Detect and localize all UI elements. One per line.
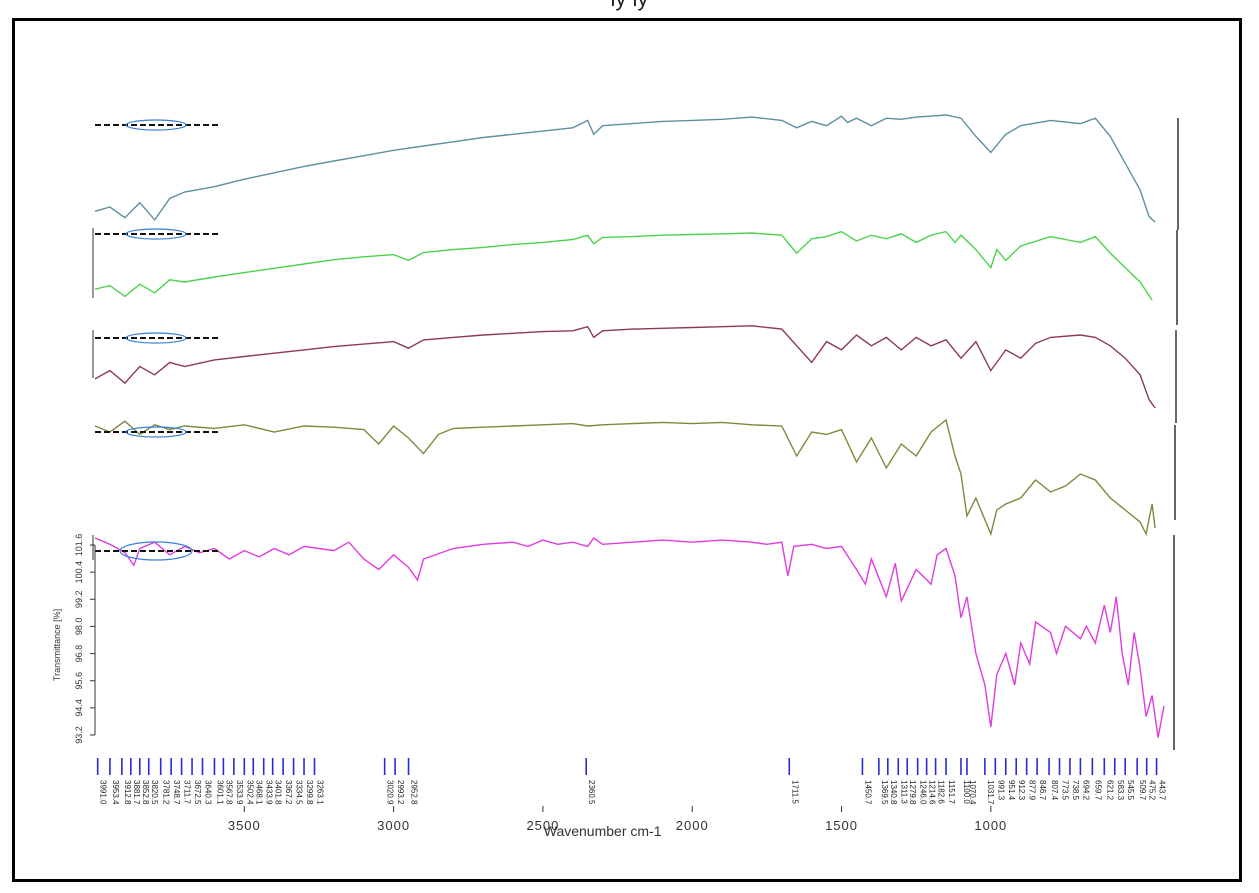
peak-label: 621.2 xyxy=(1105,780,1114,801)
x-tick-label: 1500 xyxy=(825,818,858,833)
x-axis-title: Wavenumber cm-1 xyxy=(544,823,662,839)
legend-marker xyxy=(125,228,187,240)
peak-label: 3912.8 xyxy=(123,780,132,805)
legend-marker xyxy=(119,541,193,561)
peak-label: 807.4 xyxy=(1050,780,1059,801)
peak-label: 1182.6 xyxy=(937,780,946,804)
y-tick-label: 100.4 xyxy=(74,561,84,584)
peak-label: 3672.5 xyxy=(193,780,202,805)
peak-label: 1214.6 xyxy=(928,780,937,805)
peak-label: 951.4 xyxy=(1007,780,1016,801)
peak-label: 1246.0 xyxy=(919,780,928,805)
peak-label: 991.3 xyxy=(996,780,1005,801)
legend-marker xyxy=(125,332,187,344)
legend-marker xyxy=(125,426,187,438)
y-tick-label: 94.4 xyxy=(74,699,84,717)
peak-label: 877.9 xyxy=(1028,780,1037,801)
x-tick-label: 2000 xyxy=(676,818,709,833)
peak-label: 773.5 xyxy=(1061,780,1070,801)
spectrum-trace xyxy=(94,537,1165,738)
spectrum-trace xyxy=(94,418,1156,537)
peak-label: 443.7 xyxy=(1158,780,1167,801)
peak-label: 2993.2 xyxy=(396,780,405,805)
peak-label: 3881.7 xyxy=(132,780,141,805)
peak-label: 3991.0 xyxy=(99,780,108,805)
peak-label: 545.5 xyxy=(1126,780,1135,801)
peak-label: 583.3 xyxy=(1116,780,1125,801)
peak-label: 1369.5 xyxy=(880,780,889,805)
peak-label: 1070.4 xyxy=(968,780,977,805)
peak-label: 3567.8 xyxy=(224,780,233,805)
x-tick-label: 1000 xyxy=(974,818,1007,833)
peak-label: 3468.1 xyxy=(254,780,263,805)
peak-label: 912.3 xyxy=(1017,780,1026,801)
peak-label: 1151.7 xyxy=(947,780,956,804)
y-tick-label: 101.6 xyxy=(74,534,84,557)
peak-label: 3748.7 xyxy=(172,780,181,805)
peak-label: 3334.5 xyxy=(295,780,304,805)
peak-label: 3711.7 xyxy=(183,780,192,804)
spectrum-trace xyxy=(94,114,1156,223)
peak-label: 846.7 xyxy=(1038,780,1047,801)
cropped-title: ly ly xyxy=(0,0,1259,12)
peak-label: 1031.7 xyxy=(986,780,995,805)
y-tick-label: 95.6 xyxy=(74,672,84,690)
peak-label: 3640.3 xyxy=(204,780,213,805)
peak-label: 3433.9 xyxy=(265,780,274,805)
peak-label: 3263.1 xyxy=(316,780,325,805)
peak-label: 3367.2 xyxy=(284,780,293,805)
peak-label: 1340.8 xyxy=(889,780,898,805)
x-tick-label: 3000 xyxy=(377,818,410,833)
peak-label: 659.7 xyxy=(1093,780,1102,801)
legend-marker xyxy=(125,119,187,131)
peak-label: 3502.4 xyxy=(245,780,254,805)
peak-label: 2952.8 xyxy=(410,780,419,805)
peak-label: 1279.8 xyxy=(908,780,917,805)
peak-label: 3020.9 xyxy=(386,780,395,805)
y-tick-label: 96.8 xyxy=(74,645,84,663)
peak-label: 1311.3 xyxy=(899,780,908,804)
peak-label: 694.2 xyxy=(1081,780,1090,801)
peak-label: 3781.2 xyxy=(162,780,171,805)
peak-label: 3852.8 xyxy=(141,780,150,805)
peak-label: 1100.0 xyxy=(962,780,971,804)
spectrum-trace xyxy=(94,230,1153,301)
y-tick-label: 93.2 xyxy=(74,726,84,744)
peak-label: 3533.9 xyxy=(235,780,244,805)
peak-label: 475.2 xyxy=(1148,780,1157,801)
peak-label: 3601.1 xyxy=(215,780,224,805)
x-tick-label: 3500 xyxy=(228,818,261,833)
y-tick-label: 99.2 xyxy=(74,591,84,609)
figure-frame xyxy=(12,18,1242,882)
peak-label: 3820.5 xyxy=(150,780,159,805)
peak-label: 509.7 xyxy=(1138,780,1147,801)
peak-label: 3299.8 xyxy=(305,780,314,805)
peak-label: 3401.8 xyxy=(274,780,283,805)
y-tick-label: 98.0 xyxy=(74,618,84,636)
peak-label: 1711.5 xyxy=(790,780,799,804)
peak-label: 3953.4 xyxy=(111,780,120,805)
spectrum-trace xyxy=(94,325,1156,409)
peak-label: 1450.7 xyxy=(863,780,872,805)
peak-label: 2360.5 xyxy=(587,780,596,805)
y-axis-title: Transmittance [%] xyxy=(52,609,62,681)
peak-label: 738.5 xyxy=(1071,780,1080,801)
x-tick-label: 2500 xyxy=(526,818,559,833)
